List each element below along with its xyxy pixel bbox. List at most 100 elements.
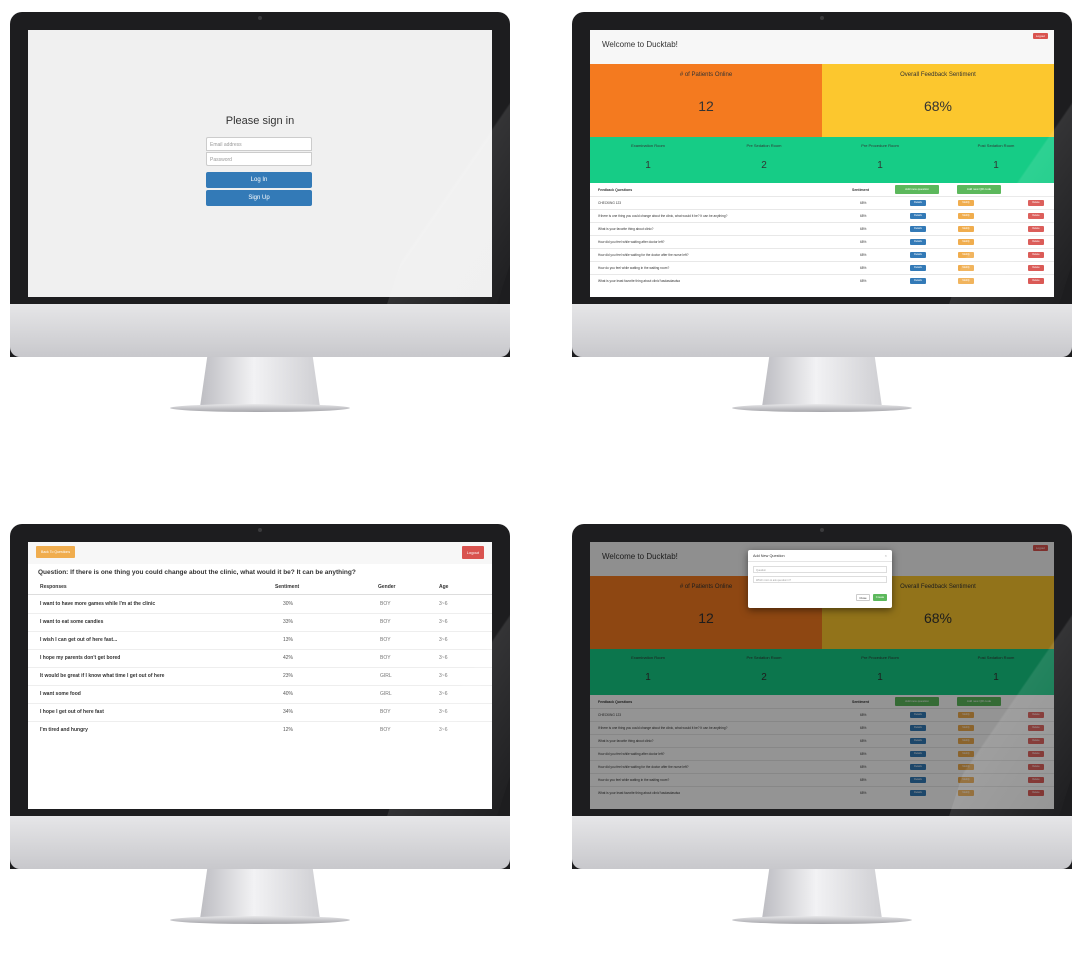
- email-field[interactable]: Email address: [206, 137, 312, 151]
- feedback-header: Feedback Questions: [598, 700, 633, 704]
- modify-button[interactable]: Modify: [958, 278, 974, 284]
- details-button[interactable]: Details: [910, 239, 926, 245]
- add-question-button[interactable]: Add new question: [895, 697, 939, 706]
- response-gender: BOY: [380, 709, 391, 715]
- details-button[interactable]: Details: [910, 764, 926, 770]
- page-title: Welcome to Ducktab!: [602, 40, 678, 49]
- close-icon[interactable]: ×: [884, 553, 887, 558]
- logout-button[interactable]: Logout: [1032, 33, 1048, 39]
- response-gender: GIRL: [380, 673, 392, 679]
- room-input[interactable]: Which room to ask question in?: [753, 576, 887, 583]
- details-button[interactable]: Details: [910, 213, 926, 219]
- sentiment-header: Sentiment: [852, 188, 869, 192]
- back-to-questions-button[interactable]: Back To Questions: [36, 546, 76, 558]
- signup-button[interactable]: Sign Up: [206, 190, 312, 206]
- details-button[interactable]: Details: [910, 278, 926, 284]
- sentiment-header: Sentiment: [852, 700, 869, 704]
- modify-button[interactable]: Modify: [958, 252, 974, 258]
- question-text: How do you feel while waiting in the wai…: [598, 266, 670, 270]
- question-sentiment: 68%: [860, 791, 867, 795]
- table-row: What is your favorite thing about clinic…: [590, 734, 1054, 748]
- dashboard-header: Welcome to Ducktab! Logout: [590, 30, 1054, 65]
- modify-button[interactable]: Modify: [958, 738, 974, 744]
- question-input[interactable]: Question: [753, 566, 887, 573]
- delete-button[interactable]: Delete: [1028, 213, 1044, 219]
- feedback-header: Feedback Questions: [598, 188, 633, 192]
- table-row: How do you feel while waiting in the wai…: [590, 773, 1054, 787]
- delete-button[interactable]: Delete: [1028, 239, 1044, 245]
- room-label: Pre Procedure Room: [861, 143, 899, 148]
- delete-button[interactable]: Delete: [1028, 200, 1044, 206]
- details-button[interactable]: Details: [910, 725, 926, 731]
- details-button[interactable]: Details: [910, 200, 926, 206]
- add-question-button[interactable]: Add new question: [895, 185, 939, 194]
- table-row: It would be great if I know what time I …: [28, 667, 492, 686]
- response-sentiment: 13%: [283, 637, 294, 643]
- delete-button[interactable]: Delete: [1028, 278, 1044, 284]
- response-sentiment: 40%: [283, 691, 294, 697]
- modify-button[interactable]: Modify: [958, 200, 974, 206]
- question-sentiment: 68%: [860, 266, 867, 270]
- room-label: Examination Room: [631, 655, 665, 660]
- logout-button[interactable]: Logout: [1032, 545, 1048, 551]
- question-text: CHECKING 123: [598, 713, 622, 717]
- delete-button[interactable]: Delete: [1028, 725, 1044, 731]
- add-qr-button[interactable]: Add new QR code: [957, 697, 1001, 706]
- monitor-stand: [200, 357, 320, 407]
- details-button[interactable]: Details: [910, 712, 926, 718]
- modify-button[interactable]: Modify: [958, 213, 974, 219]
- details-button[interactable]: Details: [910, 777, 926, 783]
- modify-button[interactable]: Modify: [958, 725, 974, 731]
- delete-button[interactable]: Delete: [1028, 226, 1044, 232]
- password-field[interactable]: Password: [206, 152, 312, 166]
- details-button[interactable]: Details: [910, 751, 926, 757]
- details-button[interactable]: Details: [910, 252, 926, 258]
- rooms-bar: Examination Room 1 Pre Sedation Room 2 P…: [590, 137, 1054, 183]
- monitor-bezel: Welcome to Ducktab! Logout # of Patients…: [572, 524, 1072, 869]
- delete-button[interactable]: Delete: [1028, 738, 1044, 744]
- response-text: I wish I can get out of here fast...: [40, 637, 118, 643]
- monitor-chin: [10, 816, 510, 869]
- table-row: I hope I get out of here fast 34% BOY 3~…: [28, 703, 492, 722]
- table-row: CHECKING 123 68% Details Modify Delete: [590, 196, 1054, 210]
- logout-button[interactable]: Logout: [461, 546, 484, 559]
- modify-button[interactable]: Modify: [958, 790, 974, 796]
- modify-button[interactable]: Modify: [958, 712, 974, 718]
- monitor-chin: [10, 304, 510, 357]
- details-button[interactable]: Details: [910, 738, 926, 744]
- response-text: I want some food: [40, 691, 81, 697]
- question-text: How did you feel while waiting for the d…: [598, 253, 689, 257]
- modify-button[interactable]: Modify: [958, 265, 974, 271]
- modify-button[interactable]: Modify: [958, 239, 974, 245]
- column-header: Age: [439, 584, 449, 590]
- room-tile: Pre Sedation Room 2: [706, 137, 822, 183]
- modify-button[interactable]: Modify: [958, 226, 974, 232]
- modify-button[interactable]: Modify: [958, 751, 974, 757]
- room-label: Examination Room: [631, 143, 665, 148]
- delete-button[interactable]: Delete: [1028, 751, 1044, 757]
- add-qr-button[interactable]: Add new QR code: [957, 185, 1001, 194]
- details-button[interactable]: Details: [910, 226, 926, 232]
- modify-button[interactable]: Modify: [958, 764, 974, 770]
- question-text: How did you feel while waiting after doc…: [598, 240, 665, 244]
- delete-button[interactable]: Delete: [1028, 252, 1044, 258]
- delete-button[interactable]: Delete: [1028, 712, 1044, 718]
- monitor-base: [170, 404, 350, 412]
- responses-table-header: Responses Sentiment Gender Age: [28, 580, 492, 595]
- response-gender: BOY: [380, 637, 391, 643]
- monitor-bezel: Please sign in Email address Password Lo…: [10, 12, 510, 357]
- details-button[interactable]: Details: [910, 265, 926, 271]
- create-button[interactable]: Create: [873, 594, 887, 601]
- delete-button[interactable]: Delete: [1028, 764, 1044, 770]
- question-text: CHECKING 123: [598, 201, 622, 205]
- delete-button[interactable]: Delete: [1028, 777, 1044, 783]
- close-button[interactable]: Close: [856, 594, 870, 601]
- delete-button[interactable]: Delete: [1028, 790, 1044, 796]
- delete-button[interactable]: Delete: [1028, 265, 1044, 271]
- question-text: What is your favorite thing about clinic…: [598, 227, 654, 231]
- question-sentiment: 68%: [860, 778, 867, 782]
- details-button[interactable]: Details: [910, 790, 926, 796]
- modify-button[interactable]: Modify: [958, 777, 974, 783]
- response-text: I'm tired and hungry: [40, 727, 88, 733]
- login-button[interactable]: Log In: [206, 172, 312, 188]
